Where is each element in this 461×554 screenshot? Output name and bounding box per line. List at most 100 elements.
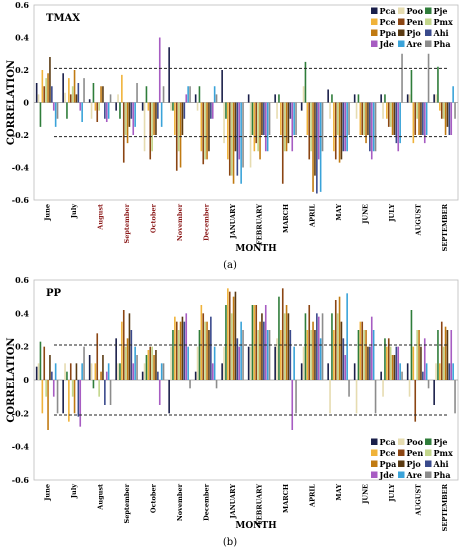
panel-a-bar-jde <box>264 102 267 152</box>
panel-b-bar-poo <box>276 338 278 380</box>
panel-a-bar-poo <box>435 94 437 103</box>
panel-a-bar-pce <box>386 102 388 119</box>
panel-a-bar-pha <box>374 102 377 152</box>
panel-b-bar-pca <box>115 338 117 380</box>
panel-a-bar-pje <box>145 86 148 103</box>
panel-a-bar-pca <box>115 102 117 111</box>
panel-a-bar-pce <box>306 102 309 135</box>
panel-a-bar-pmx <box>151 102 153 152</box>
panel-a-bar-ppa <box>100 86 102 103</box>
panel-a-xtick-label: MARCH <box>282 204 290 233</box>
panel-b-bar-pha <box>295 380 297 414</box>
panel-a-bar-ahi <box>130 102 133 119</box>
panel-b-ytick-label: -0.4 <box>12 442 30 452</box>
panel-b-bar-pje <box>66 371 68 380</box>
panel-a-bar-jde <box>397 102 400 152</box>
panel-a-ytick-label: -0.2 <box>12 130 29 140</box>
panel-a-bar-ahi <box>342 102 345 152</box>
panel-b-bar-are <box>81 363 83 380</box>
panel-a-bar-are <box>160 102 163 127</box>
panel-b-bar-poo <box>64 363 66 380</box>
panel-a-bar-pha <box>162 86 165 103</box>
panel-b-bar-jde <box>344 355 347 380</box>
panel-a-bar-pjo <box>49 57 51 103</box>
panel-b-bar-ppa <box>73 380 76 414</box>
panel-a-bar-ahi <box>77 83 80 103</box>
panel-a-bar-are <box>425 102 428 135</box>
panel-a-legend-swatch-pje <box>425 7 432 14</box>
panel-b-ytick-label: -0.2 <box>12 408 29 418</box>
panel-a-bar-pca <box>168 47 170 103</box>
panel-b-bar-jde <box>211 363 214 380</box>
panel-a-bar-pca <box>62 73 64 103</box>
panel-b-bar-ppa <box>259 321 261 380</box>
panel-a-bar-pha <box>136 83 138 103</box>
panel-a-ytick-label: 0.6 <box>15 0 29 10</box>
panel-b-legend-swatch-pmx <box>425 449 432 456</box>
panel-b-xtick-label: FEBRUARY <box>255 484 263 525</box>
panel-b-bar-jde <box>79 380 82 427</box>
panel-b-bar-ppa <box>100 371 102 380</box>
panel-a-bar-pha <box>295 102 297 135</box>
panel-b-bar-ppa <box>47 380 49 430</box>
panel-b-bar-jde <box>105 371 108 380</box>
panel-b-bar-ahi <box>448 363 451 380</box>
panel-b-bar-are <box>425 363 428 380</box>
panel-b-bar-pce <box>306 330 309 380</box>
panel-a-legend-label-poo: Poo <box>407 6 424 16</box>
panel-b-bar-pje <box>119 363 121 380</box>
panel-a-bar-jde <box>105 102 108 122</box>
panel-a-bar-pjo <box>393 102 396 135</box>
panel-a-xtick-label: December <box>202 203 210 240</box>
panel-a-bar-ppa <box>47 73 49 103</box>
panel-b-bar-pje <box>145 355 148 380</box>
panel-a-bar-pen <box>308 102 311 160</box>
panel-b-legend-swatch-ppa <box>371 460 378 467</box>
panel-b-bar-pce <box>94 363 97 380</box>
panel-a-bar-pca <box>300 102 303 111</box>
panel-b-bar-ppa <box>391 355 394 380</box>
panel-a-bar-jde <box>185 94 188 103</box>
panel-b-legend-swatch-pha <box>425 471 432 478</box>
panel-b-legend-label-ppa: Ppa <box>380 459 397 469</box>
panel-b-legend-label-pce: Pce <box>380 448 396 458</box>
panel-a-bar-ppa <box>338 102 341 163</box>
panel-a-bar-pmx <box>310 102 312 152</box>
panel-b-bar-ahi <box>289 330 292 380</box>
panel-a-bar-pce <box>94 102 97 111</box>
panel-b-legend-swatch-are <box>398 471 405 478</box>
panel-a-bar-pce <box>439 102 441 111</box>
panel-b-bar-pmx <box>442 346 445 380</box>
panel-b-bar-are <box>187 346 189 380</box>
panel-b-bar-are <box>399 363 401 380</box>
panel-b-bar-are <box>160 363 163 380</box>
panel-a-bar-pjo <box>102 86 104 103</box>
panel-a-bar-are <box>240 102 242 184</box>
panel-a-bar-pjo <box>287 102 290 144</box>
panel-a-xtick-label: JUNE <box>361 204 369 225</box>
panel-b-panel-label: PP <box>46 288 62 299</box>
panel-b-bar-pce <box>439 363 441 380</box>
panel-a-xtick-label: AUGUST <box>414 204 422 237</box>
panel-b-bar-are <box>134 346 136 380</box>
panel-a-bar-pce <box>280 102 282 135</box>
panel-a-bar-ppa <box>206 102 208 160</box>
panel-a-xtick-label: July <box>70 204 78 219</box>
panel-b-bar-poo <box>329 380 331 414</box>
panel-b-bar-pce <box>412 346 415 380</box>
panel-a-bar-jde <box>423 102 426 144</box>
panel-a-legend-swatch-pca <box>371 7 378 14</box>
panel-b-bar-pca <box>380 371 382 380</box>
panel-b-legend-swatch-pce <box>371 449 378 456</box>
panel-a-bar-pjo <box>367 102 369 135</box>
panel-b-bar-pha <box>56 380 59 414</box>
panel-b-bar-ahi <box>77 380 80 417</box>
panel-a-bar-pen <box>149 102 152 160</box>
panel-b-legend-label-pca: Pca <box>380 437 396 447</box>
panel-a-bar-pha <box>56 102 59 119</box>
panel-b-bar-ppa <box>206 321 208 380</box>
panel-a-bar-pmx <box>257 102 259 152</box>
panel-b-bar-jde <box>52 380 55 397</box>
panel-a-caption: (a) <box>223 260 237 271</box>
panel-b-bar-poo <box>355 380 358 414</box>
